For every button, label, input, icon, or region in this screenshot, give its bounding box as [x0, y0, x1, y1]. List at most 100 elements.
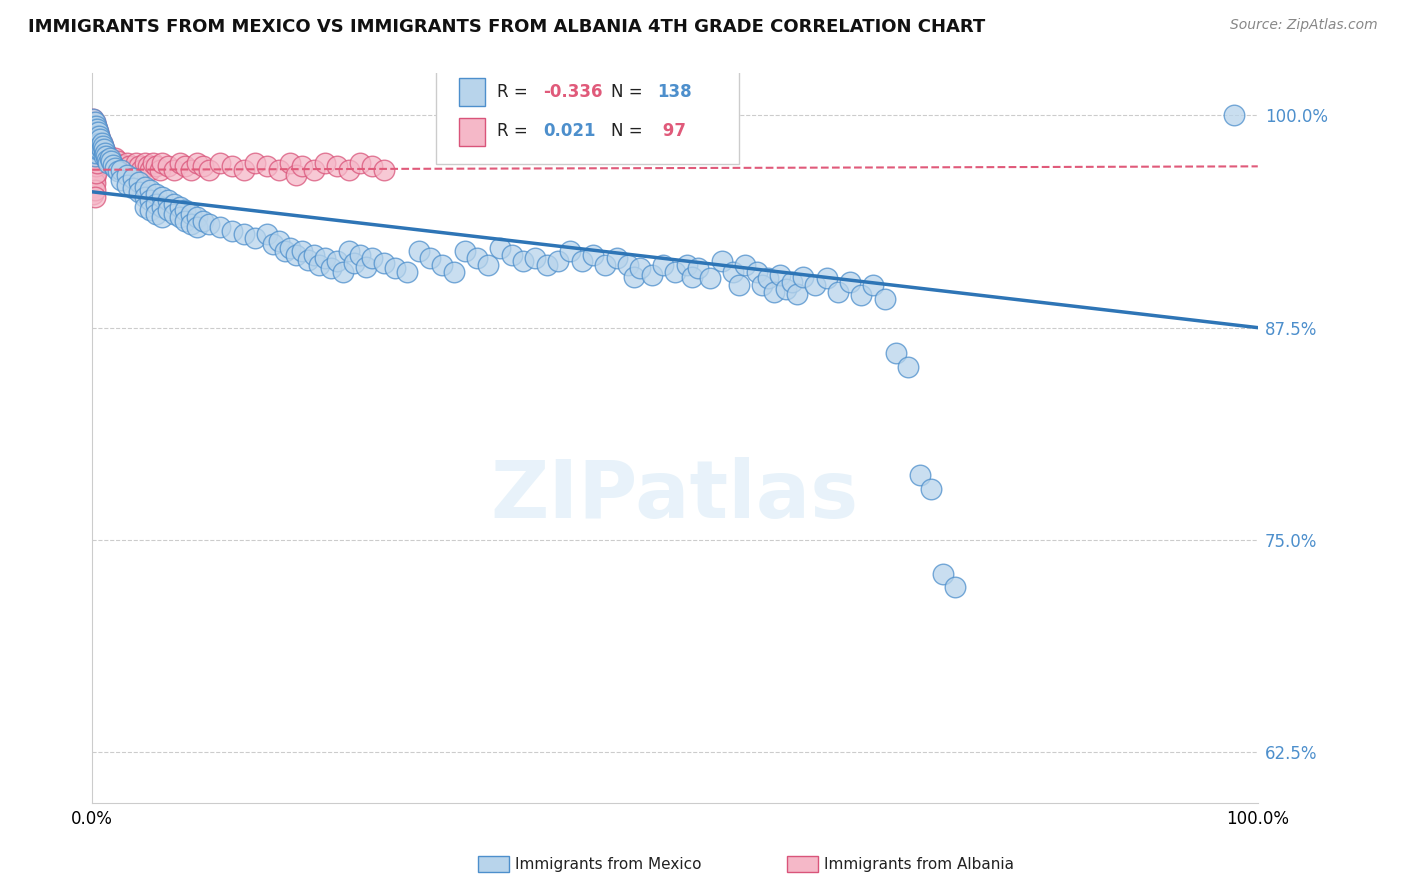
Point — [582, 247, 605, 261]
Point — [652, 258, 675, 272]
Point — [82, 125, 104, 139]
Point — [86, 142, 108, 156]
Point — [326, 159, 349, 173]
Point — [83, 115, 105, 129]
Point — [90, 136, 112, 150]
Point — [156, 203, 179, 218]
Point — [710, 254, 733, 268]
Point — [361, 159, 384, 173]
Point — [100, 153, 122, 167]
Point — [87, 125, 110, 139]
Point — [97, 156, 120, 170]
Point — [395, 264, 418, 278]
Point — [354, 260, 377, 274]
Point — [209, 220, 232, 235]
Point — [139, 194, 162, 208]
Point — [83, 122, 105, 136]
Point — [83, 142, 105, 156]
Point — [873, 292, 896, 306]
Point — [84, 119, 107, 133]
Point — [688, 261, 710, 276]
Point — [145, 196, 167, 211]
Point — [149, 162, 172, 177]
Point — [87, 139, 110, 153]
Point — [82, 119, 104, 133]
Point — [94, 145, 117, 160]
Point — [83, 177, 105, 191]
Point — [84, 166, 107, 180]
Point — [91, 139, 114, 153]
Point — [82, 112, 104, 126]
Point — [349, 247, 371, 261]
Point — [302, 247, 325, 261]
Point — [86, 128, 108, 143]
Point — [443, 264, 465, 278]
Point — [82, 125, 104, 139]
Point — [83, 136, 105, 150]
Point — [291, 244, 314, 259]
Point — [723, 264, 745, 278]
Point — [101, 158, 124, 172]
Point — [89, 128, 111, 143]
Point — [174, 203, 197, 218]
Point — [82, 159, 104, 173]
Point — [86, 136, 108, 150]
Point — [139, 162, 162, 177]
Point — [87, 125, 110, 139]
Point — [256, 227, 278, 242]
Point — [728, 278, 751, 293]
Point — [134, 156, 156, 170]
Point — [373, 256, 395, 270]
Point — [83, 136, 105, 150]
Point — [142, 156, 165, 170]
Point — [83, 115, 105, 129]
Point — [83, 169, 105, 184]
Point — [780, 275, 803, 289]
Point — [118, 159, 141, 173]
Point — [84, 119, 107, 133]
Point — [524, 251, 547, 265]
Point — [122, 171, 145, 186]
Point — [128, 185, 150, 199]
Point — [84, 145, 107, 160]
Point — [91, 139, 114, 153]
Point — [862, 278, 884, 293]
Point — [186, 220, 208, 235]
Point — [83, 190, 105, 204]
Point — [115, 168, 138, 182]
Text: IMMIGRANTS FROM MEXICO VS IMMIGRANTS FROM ALBANIA 4TH GRADE CORRELATION CHART: IMMIGRANTS FROM MEXICO VS IMMIGRANTS FRO… — [28, 18, 986, 36]
Point — [84, 125, 107, 139]
Point — [84, 139, 107, 153]
Point — [86, 149, 108, 163]
Point — [361, 251, 384, 265]
Point — [343, 256, 366, 270]
Point — [547, 254, 569, 268]
Point — [83, 149, 105, 163]
Point — [349, 156, 371, 170]
Point — [186, 211, 208, 225]
Point — [114, 161, 136, 175]
Point — [87, 132, 110, 146]
Point — [150, 211, 173, 225]
Point — [174, 159, 197, 173]
Point — [96, 145, 118, 160]
Point — [745, 264, 768, 278]
Point — [134, 179, 156, 194]
Point — [174, 213, 197, 227]
Point — [943, 581, 966, 595]
Point — [93, 142, 115, 156]
Point — [169, 200, 191, 214]
Point — [908, 468, 931, 483]
Point — [897, 359, 920, 374]
Point — [89, 139, 111, 153]
Point — [82, 139, 104, 153]
Point — [82, 153, 104, 167]
Point — [373, 162, 395, 177]
Point — [302, 162, 325, 177]
Point — [84, 132, 107, 146]
Point — [191, 159, 214, 173]
Point — [82, 179, 104, 194]
Point — [87, 139, 110, 153]
Point — [82, 145, 104, 160]
Point — [90, 142, 112, 156]
